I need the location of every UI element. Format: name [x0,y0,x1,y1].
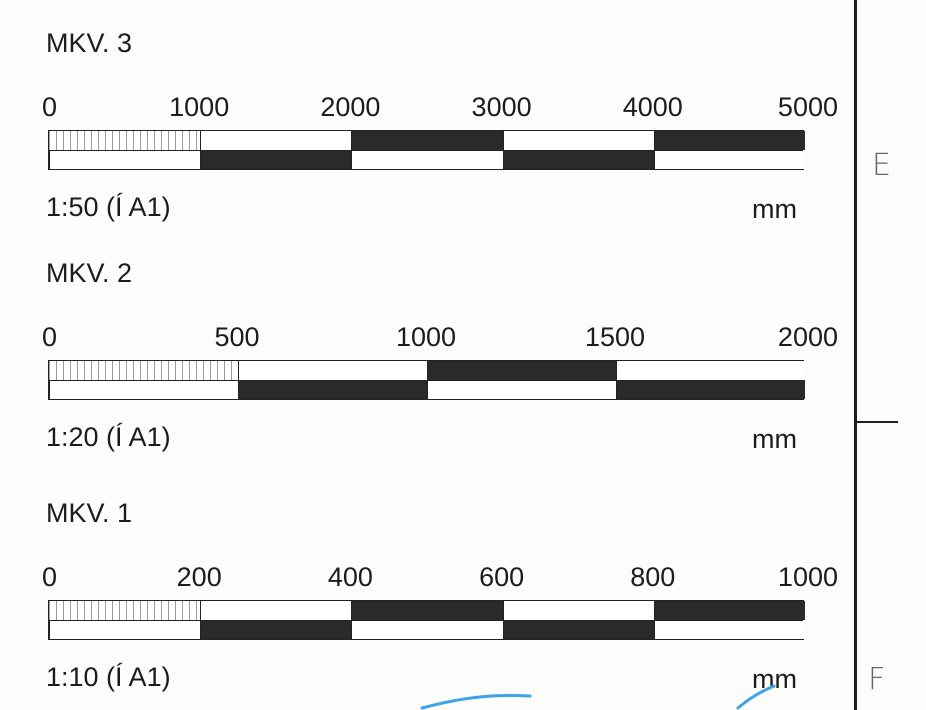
tick-label: 200 [176,562,222,592]
scale-ratio-label: 1:50 (Í A1) [46,192,171,222]
tick-label: 1000 [169,92,230,122]
pen-annotation-mark [420,684,776,710]
drawing-frame-border [854,0,857,710]
pen-stroke [420,694,532,710]
frame-zone-label-f: F [868,662,886,697]
scale-segment [200,131,352,150]
bar-midline [49,380,803,381]
frame-zone-divider [856,421,898,423]
scale-segment [49,131,201,150]
tick-label: 0 [42,92,58,122]
scale-segment [502,601,654,620]
scale-bar-graphic [48,360,805,400]
scale-segment [200,620,352,639]
scale-bar-graphic [48,130,805,170]
frame-zone-label-e: E [872,148,891,183]
bar-midline [49,150,803,151]
tick-label: 1000 [777,562,838,592]
tick-label: 600 [479,562,525,592]
scale-segment [653,601,805,620]
scale-segment [351,620,503,639]
scale-bar-graphic [48,600,805,640]
tick-label: 1500 [584,322,646,352]
scale-segment [49,601,201,620]
tick-label: 500 [214,322,260,352]
pen-stroke [736,684,776,710]
scale-segment [502,150,654,169]
tick-label: 4000 [622,92,683,122]
scale-segment [238,380,427,399]
tick-label: 1000 [395,322,457,352]
scale-segment [238,361,427,380]
scale-segment [351,601,503,620]
scale-title: MKV. 2 [46,258,133,288]
tick-label: 5000 [777,92,838,122]
tick-label: 800 [630,562,676,592]
scale-segment [427,361,616,380]
scale-segment [200,601,352,620]
scale-segment [200,150,352,169]
scale-title: MKV. 3 [46,28,133,58]
scale-segment [502,620,654,639]
scale-segment [653,150,805,169]
scale-segment [49,361,238,380]
scale-segment [653,131,805,150]
scale-segment [351,150,503,169]
scale-segment [49,620,201,639]
scale-segment [653,620,805,639]
tick-label: 3000 [471,92,532,122]
unit-label: mm [752,194,797,224]
scale-segment [49,380,238,399]
scale-segment [427,380,616,399]
tick-label: 2000 [777,322,838,352]
scale-title: MKV. 1 [46,498,133,528]
scale-segment [351,131,503,150]
scale-ratio-label: 1:10 (Í A1) [46,662,171,692]
scale-segment [616,361,805,380]
scale-segment [49,150,201,169]
scale-segment [616,380,805,399]
unit-label: mm [752,664,797,694]
tick-label: 0 [42,562,58,592]
tick-label: 0 [42,322,58,352]
tick-label: 400 [327,562,373,592]
scale-ratio-label: 1:20 (Í A1) [46,422,171,452]
bar-midline [49,620,803,621]
unit-label: mm [752,424,797,454]
scale-segment [502,131,654,150]
tick-label: 2000 [320,92,381,122]
